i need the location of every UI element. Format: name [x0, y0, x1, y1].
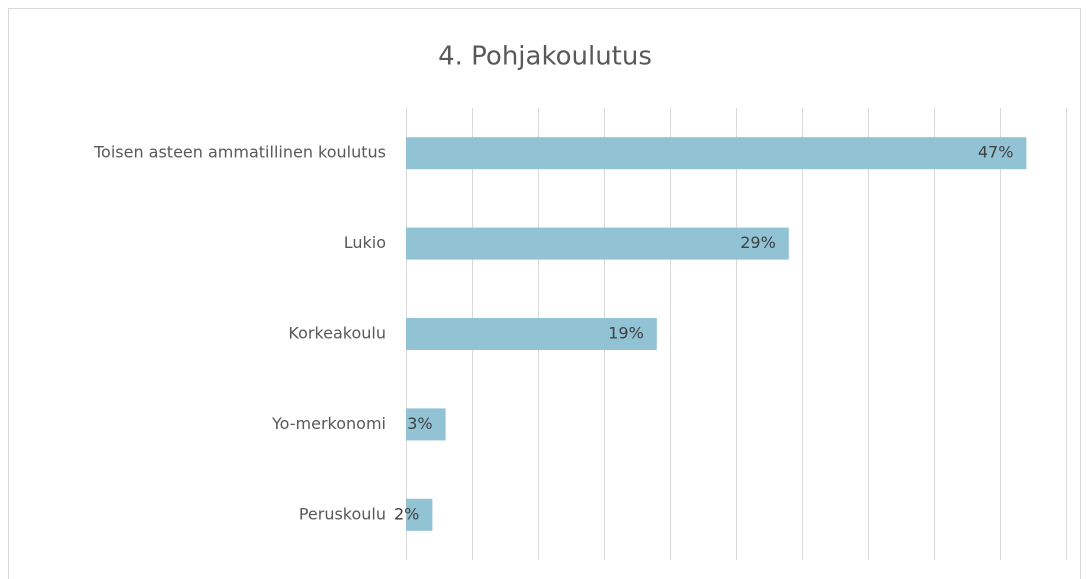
category-label: Yo-merkonomi	[271, 414, 386, 433]
data-label: 3%	[407, 414, 432, 433]
category-label: Toisen asteen ammatillinen koulutus	[93, 143, 386, 162]
data-label: 19%	[608, 324, 644, 343]
category-label: Lukio	[344, 233, 386, 252]
category-label: Korkeakoulu	[288, 324, 386, 343]
bar	[406, 227, 789, 260]
data-label: 29%	[740, 233, 776, 252]
chart-frame	[8, 8, 1081, 579]
bar	[406, 137, 1027, 170]
bar	[406, 498, 433, 531]
data-label: 47%	[978, 143, 1014, 162]
chart-title: 4. Pohjakoulutus	[438, 42, 652, 72]
data-label: 2%	[394, 504, 419, 523]
category-label: Peruskoulu	[299, 504, 386, 523]
bar	[406, 408, 446, 441]
bar	[406, 318, 657, 350]
